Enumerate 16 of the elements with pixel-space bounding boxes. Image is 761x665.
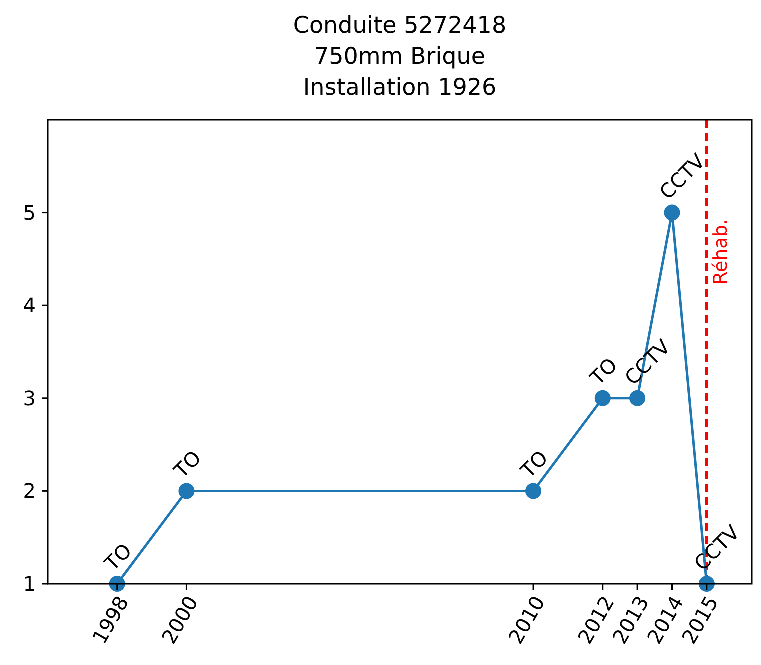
annotation: TO <box>99 538 137 576</box>
y-tick-label: 5 <box>23 200 36 225</box>
point <box>664 204 680 221</box>
y-tick-label: 3 <box>23 386 36 410</box>
annotation: TO <box>515 446 553 484</box>
y-tick-label: 2 <box>23 479 36 504</box>
chart-title: Conduite 5272418 750mm Brique Installation 1926 <box>293 13 507 101</box>
y-tick-label: 4 <box>23 294 36 318</box>
y-tick-label: 1 <box>23 572 36 596</box>
point <box>178 483 195 500</box>
point <box>630 390 646 406</box>
point <box>594 390 611 406</box>
annotation: TO <box>584 353 622 391</box>
point <box>526 483 542 500</box>
ref-line-label: Réhab. <box>710 219 732 285</box>
annotation: TO <box>168 446 206 484</box>
